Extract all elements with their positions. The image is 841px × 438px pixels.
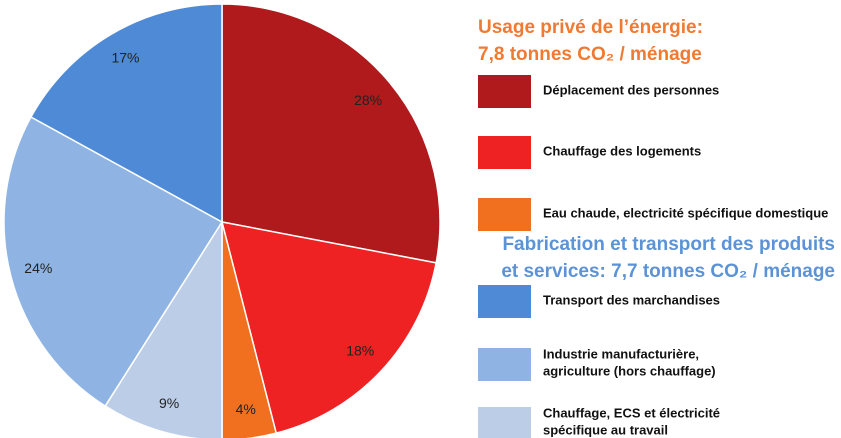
pie-slice bbox=[220, 221, 438, 435]
pie-slice bbox=[29, 3, 223, 224]
legend-label: Déplacement des personnes bbox=[543, 82, 719, 97]
legend-label: Eau chaude, electricité spécifique domes… bbox=[543, 205, 828, 220]
slice-label: 24% bbox=[24, 260, 52, 276]
legend-heading: et services: 7,7 tonnes CO₂ / ménage bbox=[501, 261, 835, 282]
legend-label: Chauffage des logements bbox=[543, 143, 701, 158]
legend-label: Transport des marchandises bbox=[543, 292, 720, 307]
legend-swatch bbox=[478, 198, 531, 231]
pie-slice bbox=[104, 219, 223, 438]
legend-swatch bbox=[478, 75, 531, 108]
pie-slice bbox=[3, 115, 224, 408]
legend-label: Chauffage, ECS et électricité spécifique … bbox=[543, 406, 720, 438]
slice-label: 28% bbox=[354, 92, 382, 108]
slice-label: 18% bbox=[346, 343, 374, 359]
legend-heading: Fabrication et transport des produits bbox=[502, 234, 835, 255]
slice-label: 9% bbox=[159, 395, 179, 411]
pie-slice bbox=[221, 3, 441, 264]
legend-swatch bbox=[478, 407, 531, 438]
legend-swatch bbox=[478, 285, 531, 318]
legend-swatch bbox=[478, 348, 531, 381]
legend-heading: 7,8 tonnes CO₂ / ménage bbox=[478, 44, 702, 65]
slice-label: 17% bbox=[111, 49, 139, 65]
legend-heading: Usage privé de l’énergie: bbox=[478, 17, 703, 38]
slice-label: 4% bbox=[236, 401, 256, 417]
legend-label: Industrie manufacturière, agriculture (ho… bbox=[543, 347, 716, 379]
legend-swatch bbox=[478, 136, 531, 169]
pie-slice bbox=[221, 221, 278, 438]
